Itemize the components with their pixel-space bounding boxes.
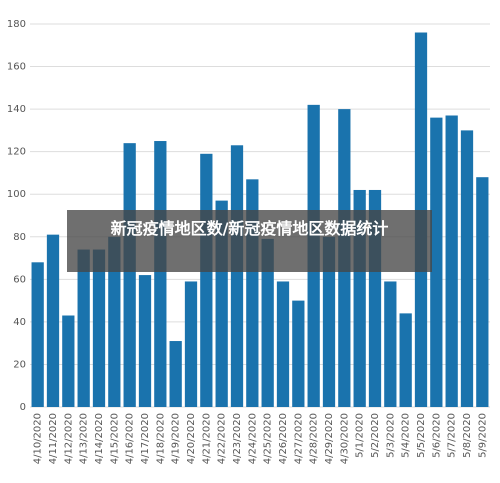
x-tick-label: 5/4/2020 xyxy=(401,413,412,458)
y-tick-label: 0 xyxy=(20,402,26,413)
x-tick-label: 4/29/2020 xyxy=(324,413,335,464)
x-tick-label: 5/2/2020 xyxy=(370,413,381,458)
x-tick-label: 4/14/2020 xyxy=(94,413,105,464)
x-tick-label: 5/8/2020 xyxy=(462,413,473,458)
y-tick-label: 20 xyxy=(13,359,26,370)
y-tick-label: 160 xyxy=(7,62,26,73)
bar xyxy=(476,177,489,407)
bar xyxy=(276,281,290,407)
y-tick-label: 140 xyxy=(7,104,26,115)
x-tick-label: 4/15/2020 xyxy=(109,413,120,464)
bar xyxy=(384,281,397,407)
bar xyxy=(445,115,458,407)
x-tick-label: 4/18/2020 xyxy=(155,413,166,464)
x-tick-label: 5/6/2020 xyxy=(431,413,442,458)
x-tick-label: 4/21/2020 xyxy=(201,413,212,464)
x-tick-label: 5/7/2020 xyxy=(447,413,458,458)
x-tick-label: 4/16/2020 xyxy=(125,413,136,464)
x-tick-label: 4/24/2020 xyxy=(247,413,258,464)
x-tick-label: 4/22/2020 xyxy=(217,413,228,464)
x-tick-label: 5/1/2020 xyxy=(355,413,366,458)
y-tick-label: 60 xyxy=(13,274,26,285)
bar xyxy=(92,249,106,407)
x-tick-label: 4/20/2020 xyxy=(186,413,197,464)
x-tick-label: 4/11/2020 xyxy=(48,413,59,464)
bar xyxy=(460,130,474,407)
x-tick-label: 4/13/2020 xyxy=(79,413,90,464)
bar xyxy=(261,238,274,407)
x-tick-label: 4/25/2020 xyxy=(263,413,274,464)
bar xyxy=(184,281,198,407)
bar xyxy=(322,236,336,407)
bar xyxy=(399,313,412,407)
bar xyxy=(138,275,152,407)
x-tick-label: 4/26/2020 xyxy=(278,413,289,464)
y-tick-label: 40 xyxy=(13,317,26,328)
bar xyxy=(31,262,44,407)
bar xyxy=(108,236,121,407)
x-tick-label: 4/23/2020 xyxy=(232,413,243,464)
x-tick-label: 4/30/2020 xyxy=(339,413,350,464)
x-tick-label: 4/10/2020 xyxy=(33,413,44,464)
y-tick-label: 100 xyxy=(7,189,26,200)
bar xyxy=(169,341,182,407)
x-tick-label: 4/19/2020 xyxy=(171,413,182,464)
bar xyxy=(292,300,305,407)
bar xyxy=(77,249,90,407)
bar xyxy=(430,117,443,407)
bar xyxy=(230,145,244,408)
x-tick-label: 4/12/2020 xyxy=(63,413,74,464)
chart-title: 新冠疫情地区数/新冠疫情地区数据统计 xyxy=(67,210,432,272)
x-tick-label: 4/28/2020 xyxy=(309,413,320,464)
y-tick-label: 180 xyxy=(7,19,26,30)
bar xyxy=(154,141,167,407)
x-tick-label: 5/9/2020 xyxy=(477,413,488,458)
x-tick-label: 4/27/2020 xyxy=(293,413,304,464)
bar xyxy=(123,143,136,407)
x-tick-label: 5/3/2020 xyxy=(385,413,396,458)
y-tick-label: 120 xyxy=(7,147,26,158)
bar xyxy=(200,153,213,407)
x-tick-label: 5/5/2020 xyxy=(416,413,427,458)
y-tick-label: 80 xyxy=(13,232,26,243)
bar xyxy=(62,315,75,407)
bar xyxy=(46,234,60,407)
x-tick-label: 4/17/2020 xyxy=(140,413,151,464)
